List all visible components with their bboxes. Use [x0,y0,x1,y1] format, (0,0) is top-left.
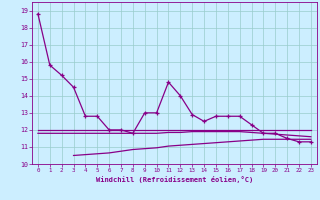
X-axis label: Windchill (Refroidissement éolien,°C): Windchill (Refroidissement éolien,°C) [96,176,253,183]
